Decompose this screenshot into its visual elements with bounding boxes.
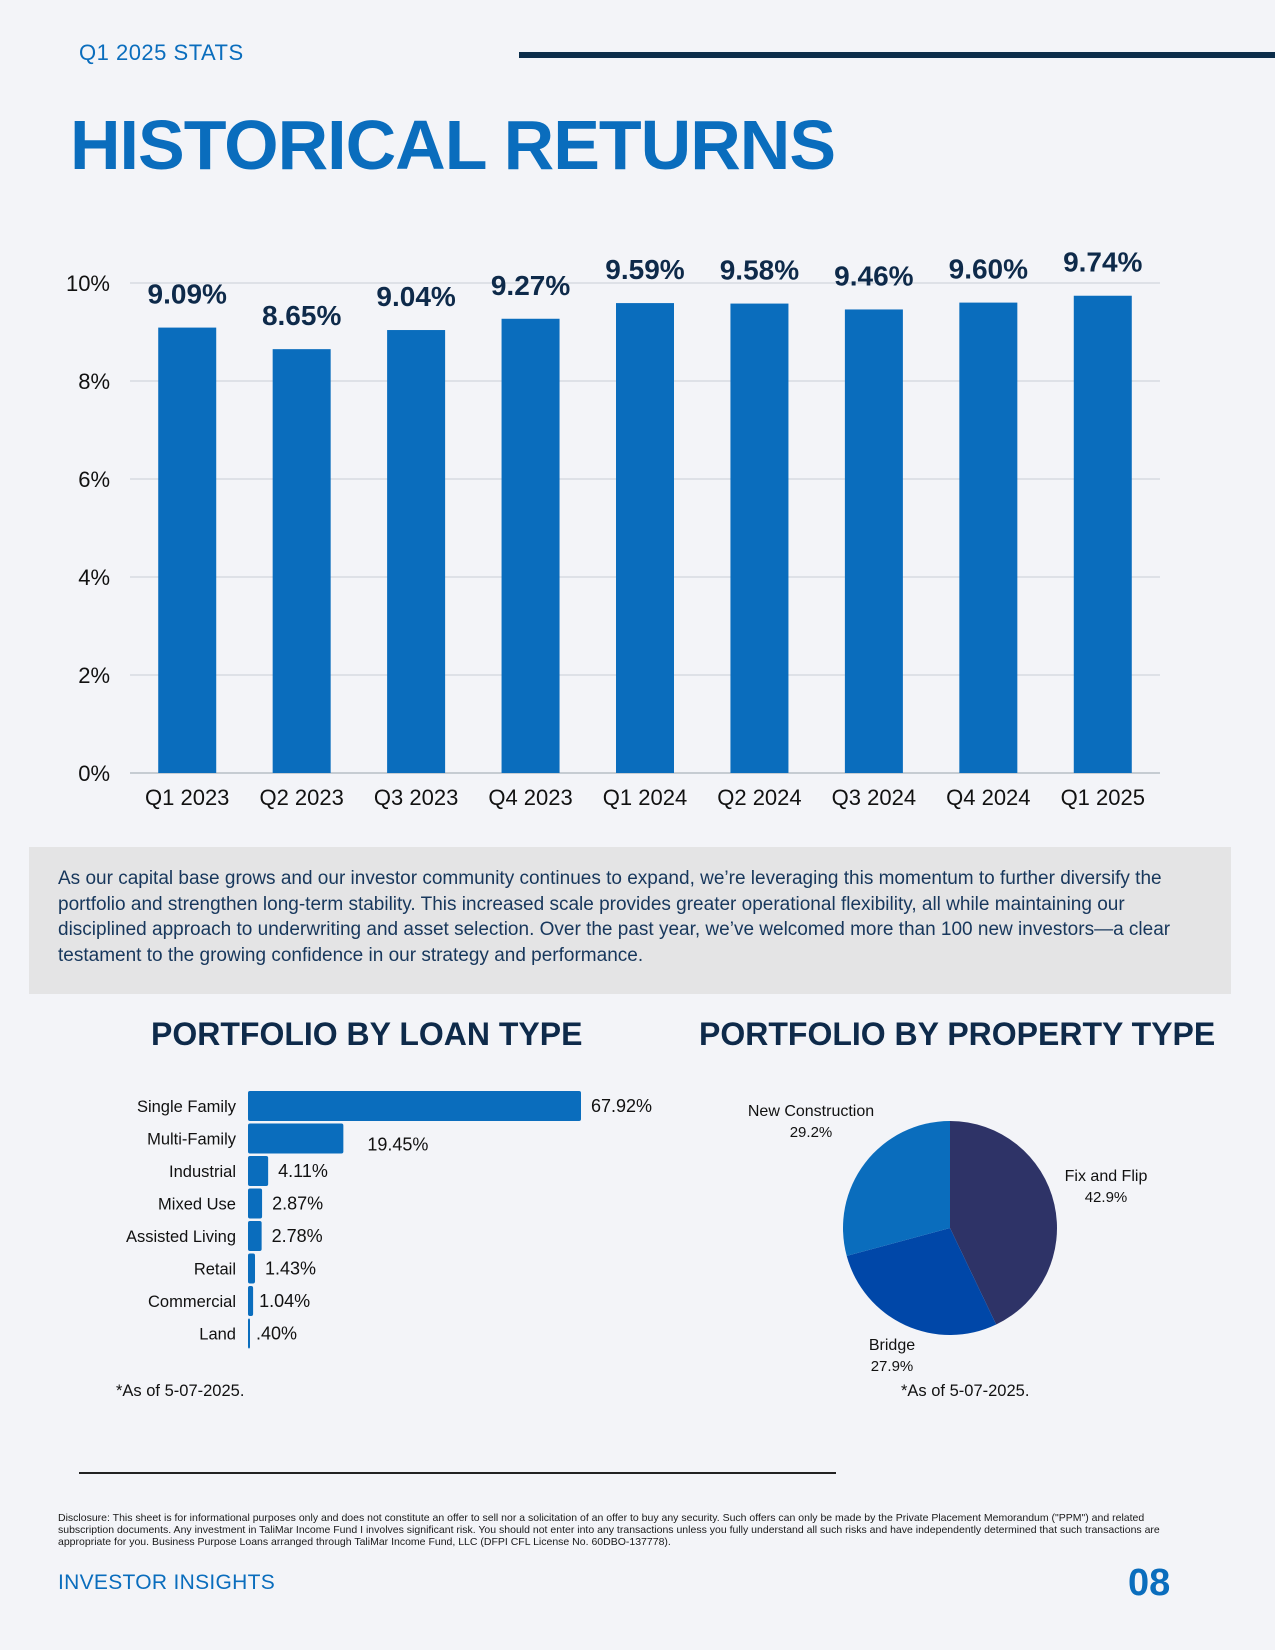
- y-tick-label: 8%: [78, 369, 110, 394]
- loan-type-title: PORTFOLIO BY LOAN TYPE: [151, 1016, 583, 1052]
- x-tick-label: Q3 2024: [832, 785, 916, 810]
- loan-bar: [248, 1188, 263, 1219]
- pie-slice-value: 27.9%: [871, 1358, 914, 1375]
- header-rule: [519, 52, 1275, 58]
- bar: [844, 309, 903, 773]
- loan-category-label: Single Family: [137, 1098, 237, 1116]
- bar: [1073, 295, 1132, 773]
- loan-value-label: 2.87%: [272, 1194, 323, 1214]
- bar-value-label: 9.04%: [376, 281, 455, 312]
- loan-bar: [248, 1221, 262, 1251]
- loan-bar: [248, 1318, 250, 1349]
- loan-bar: [248, 1091, 581, 1121]
- loan-category-label: Mixed Use: [158, 1196, 236, 1214]
- loan-bar: [248, 1286, 254, 1316]
- summary-text: As our capital base grows and our invest…: [58, 868, 1171, 966]
- loan-value-label: 1.04%: [259, 1291, 310, 1311]
- loan-value-label: 1.43%: [265, 1259, 316, 1279]
- loan-category-label: Multi-Family: [147, 1131, 237, 1149]
- y-tick-label: 4%: [78, 565, 110, 590]
- disclosure-text: Disclosure: This sheet is for informatio…: [58, 1512, 1160, 1548]
- bar: [730, 303, 789, 773]
- loan-category-label: Land: [199, 1326, 236, 1344]
- x-tick-label: Q3 2023: [374, 785, 458, 810]
- x-tick-label: Q2 2023: [259, 785, 343, 810]
- loan-type-chart: Single Family 67.92% Multi-Family 19.45% Ind…: [126, 1091, 652, 1349]
- header-label: Q1 2025 STATS: [79, 40, 244, 65]
- property-as-of-note: *As of 5-07-2025.: [901, 1382, 1030, 1400]
- footer-rule: [79, 1472, 836, 1474]
- pie-slice-value: 42.9%: [1085, 1189, 1128, 1206]
- x-tick-label: Q1 2024: [603, 785, 687, 810]
- bar: [272, 349, 331, 773]
- loan-bar: [248, 1123, 344, 1154]
- x-tick-label: Q4 2024: [946, 785, 1030, 810]
- bar-value-label: 8.65%: [262, 300, 341, 331]
- pie-slice-name: Bridge: [869, 1337, 915, 1354]
- bar: [387, 330, 446, 773]
- y-tick-label: 2%: [78, 663, 110, 688]
- bar-value-label: 9.59%: [605, 254, 684, 285]
- x-tick-label: Q2 2024: [717, 785, 801, 810]
- pie-slice-name: New Construction: [748, 1103, 874, 1120]
- loan-value-label: .40%: [256, 1324, 297, 1344]
- summary-box: [29, 847, 1231, 994]
- bar: [501, 318, 560, 773]
- loan-value-label: 19.45%: [367, 1135, 428, 1155]
- x-tick-label: Q1 2023: [145, 785, 229, 810]
- loan-bar: [248, 1253, 256, 1284]
- loan-value-label: 67.92%: [591, 1096, 652, 1116]
- bar-value-label: 9.46%: [834, 260, 913, 291]
- pie-slice: [950, 1121, 1057, 1325]
- loan-category-label: Industrial: [169, 1163, 236, 1181]
- bar-value-label: 9.74%: [1063, 247, 1142, 278]
- loan-category-label: Commercial: [148, 1293, 236, 1311]
- bar-value-label: 9.60%: [949, 254, 1028, 285]
- loan-value-label: 2.78%: [272, 1226, 323, 1246]
- loan-bar: [248, 1156, 269, 1186]
- pie-slice-name: Fix and Flip: [1065, 1168, 1148, 1185]
- property-type-title: PORTFOLIO BY PROPERTY TYPE: [699, 1016, 1216, 1052]
- y-tick-label: 0%: [78, 761, 110, 786]
- page-title: HISTORICAL RETURNS: [70, 106, 836, 184]
- loan-category-label: Retail: [194, 1261, 236, 1279]
- bar: [616, 303, 674, 773]
- loan-category-label: Assisted Living: [126, 1228, 236, 1246]
- property-type-pie-chart: Fix and Flip 42.9% Bridge 27.9% New Construc…: [748, 1103, 1148, 1375]
- bar-value-label: 9.27%: [491, 270, 570, 301]
- pie-slice: [843, 1121, 950, 1256]
- y-tick-label: 10%: [66, 271, 110, 296]
- x-tick-label: Q4 2023: [488, 785, 572, 810]
- loan-as-of-note: *As of 5-07-2025.: [116, 1382, 245, 1400]
- pie-slice: [846, 1228, 997, 1335]
- bar: [158, 327, 217, 773]
- bar-value-label: 9.58%: [720, 255, 799, 286]
- pie-slice-value: 29.2%: [790, 1124, 833, 1141]
- historical-returns-chart: 0% 2% 4% 6% 8% 10% 9.09% Q1 2023 8.65% Q2 2023 9.0…: [66, 247, 1160, 810]
- y-tick-label: 6%: [78, 467, 110, 492]
- bar-value-label: 9.09%: [148, 279, 227, 310]
- loan-value-label: 4.11%: [278, 1161, 328, 1181]
- bar: [959, 302, 1018, 773]
- x-tick-label: Q1 2025: [1061, 785, 1145, 810]
- footer-label: INVESTOR INSIGHTS: [58, 1571, 276, 1594]
- page-number: 08: [1128, 1562, 1171, 1604]
